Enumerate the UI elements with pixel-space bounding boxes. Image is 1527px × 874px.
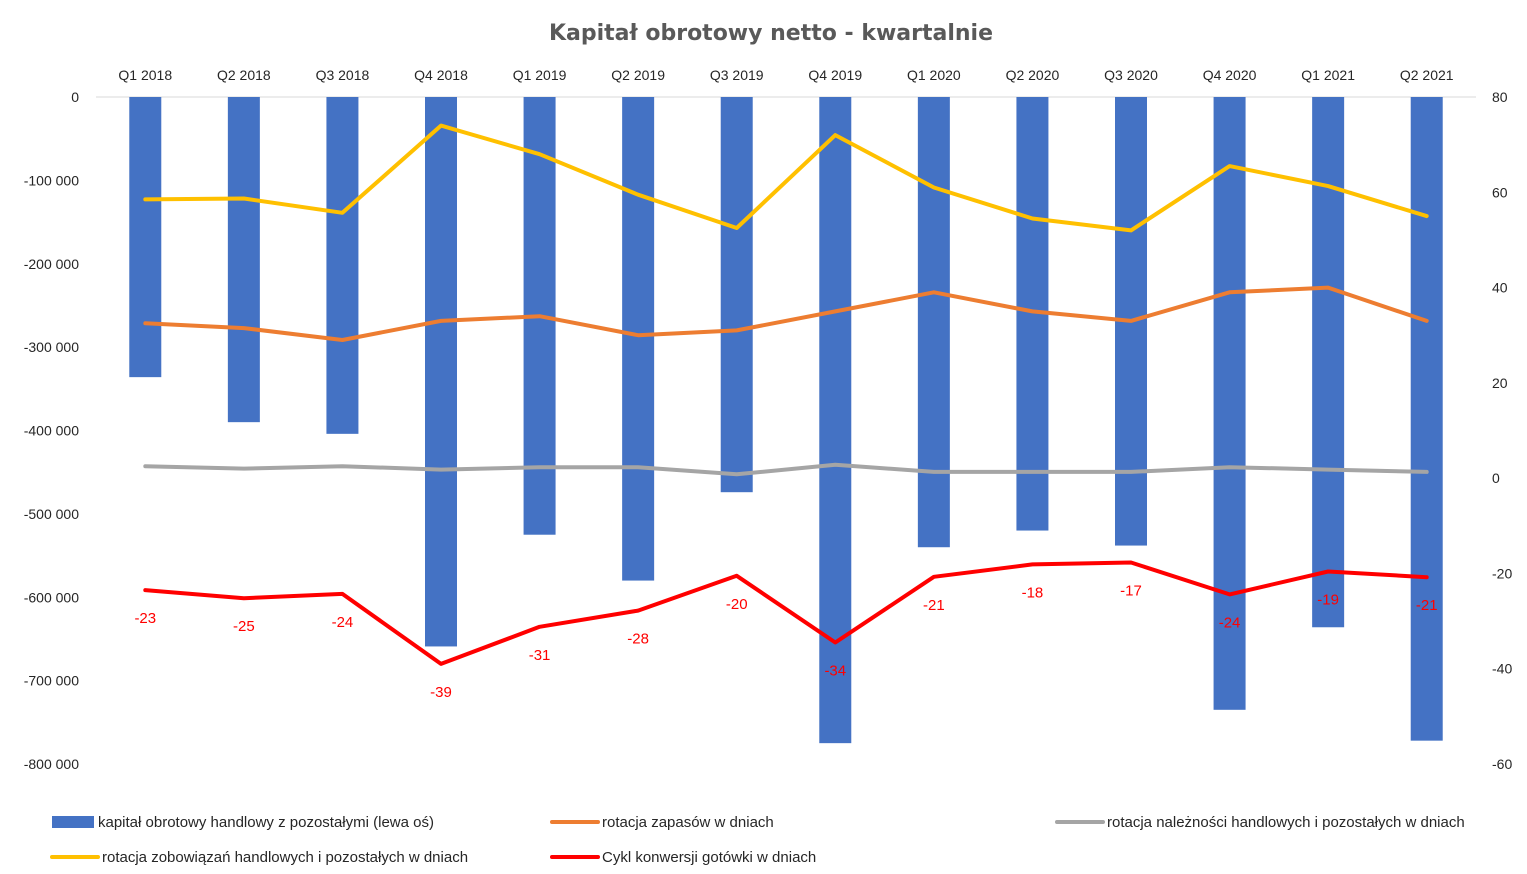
- legend-label: Cykl konwersji gotówki w dniach: [602, 849, 816, 866]
- left-tick-label: -200 000: [24, 256, 79, 272]
- bar: [1312, 97, 1345, 628]
- left-tick-label: -300 000: [24, 339, 79, 355]
- left-tick-label: -800 000: [24, 756, 79, 772]
- right-tick-label: 0: [1492, 470, 1500, 486]
- x-tick-label: Q4 2018: [414, 67, 468, 83]
- left-tick-label: -100 000: [24, 172, 79, 188]
- data-label: -21: [1416, 597, 1438, 614]
- legend: kapitał obrotowy handlowy z pozostałymi …: [50, 814, 1465, 866]
- x-axis-labels: Q1 2018 Q2 2018 Q3 2018 Q4 2018 Q1 2019 Q2 20…: [118, 67, 1453, 83]
- right-tick-label: -20: [1492, 565, 1512, 581]
- data-label: -19: [1317, 592, 1339, 609]
- bar: [720, 97, 753, 493]
- x-tick-label: Q3 2020: [1104, 67, 1158, 83]
- bar: [917, 97, 950, 548]
- data-label: -24: [1219, 614, 1241, 631]
- x-tick-label: Q2 2018: [217, 67, 271, 83]
- data-label: -23: [134, 610, 156, 627]
- x-tick-label: Q4 2020: [1203, 67, 1257, 83]
- data-label: -31: [529, 647, 551, 664]
- x-tick-label: Q3 2018: [316, 67, 370, 83]
- bar: [819, 97, 852, 744]
- data-label: -24: [332, 614, 354, 631]
- x-tick-label: Q1 2020: [907, 67, 961, 83]
- left-tick-label: -400 000: [24, 423, 79, 439]
- left-tick-label: -700 000: [24, 673, 79, 689]
- legend-label: rotacja zobowiązań handlowych i pozostał…: [102, 849, 468, 866]
- data-label: -34: [824, 663, 846, 680]
- series-line-3: [143, 123, 1429, 233]
- bar: [425, 97, 457, 647]
- bar-series: [129, 97, 1443, 744]
- x-tick-label: Q2 2020: [1006, 67, 1060, 83]
- x-tick-label: Q3 2019: [710, 67, 764, 83]
- bar: [227, 97, 260, 423]
- right-tick-label: -60: [1492, 756, 1512, 772]
- x-tick-label: Q1 2021: [1301, 67, 1355, 83]
- data-label: -17: [1120, 582, 1142, 599]
- x-tick-label: Q1 2019: [513, 67, 567, 83]
- legend-label: kapitał obrotowy handlowy z pozostałymi …: [98, 814, 434, 831]
- series-line-4: [143, 560, 1429, 666]
- left-axis-labels: 0 -100 000 -200 000 -300 000 -400 000 -500 00…: [24, 89, 79, 772]
- data-label: -28: [627, 631, 649, 648]
- line-series: [143, 123, 1429, 666]
- data-label: -25: [233, 618, 255, 635]
- x-tick-label: Q2 2021: [1400, 67, 1454, 83]
- series-line-2: [143, 462, 1429, 477]
- data-label: -21: [923, 597, 945, 614]
- left-tick-label: -600 000: [24, 589, 79, 605]
- data-labels: -23 -25 -24 -39 -31 -28 -20 -34 -21 -18 -17 -24 -19 -…: [134, 582, 1437, 700]
- left-tick-label: -500 000: [24, 506, 79, 522]
- bar: [1213, 97, 1246, 710]
- right-tick-label: -40: [1492, 661, 1512, 677]
- legend-label: rotacja zapasów w dniach: [602, 814, 774, 831]
- data-label: -39: [430, 684, 452, 701]
- legend-swatch: [52, 816, 94, 828]
- bar: [129, 97, 162, 378]
- x-tick-label: Q4 2019: [808, 67, 862, 83]
- x-tick-label: Q2 2019: [611, 67, 665, 83]
- bar: [622, 97, 655, 581]
- right-tick-label: 60: [1492, 184, 1508, 200]
- series-line-1: [143, 285, 1429, 342]
- data-label: -20: [726, 596, 748, 613]
- right-tick-label: 40: [1492, 280, 1508, 296]
- right-axis-labels: 80 60 40 20 0 -20 -40 -60: [1492, 89, 1512, 772]
- bar: [326, 97, 359, 434]
- chart-title: Kapitał obrotowy netto - kwartalnie: [549, 21, 993, 46]
- right-tick-label: 80: [1492, 89, 1508, 105]
- data-label: -18: [1022, 584, 1044, 601]
- bar: [1410, 97, 1443, 741]
- right-tick-label: 20: [1492, 375, 1508, 391]
- legend-label: rotacja należności handlowych i pozostał…: [1107, 814, 1465, 831]
- x-tick-label: Q1 2018: [118, 67, 172, 83]
- left-tick-label: 0: [71, 89, 79, 105]
